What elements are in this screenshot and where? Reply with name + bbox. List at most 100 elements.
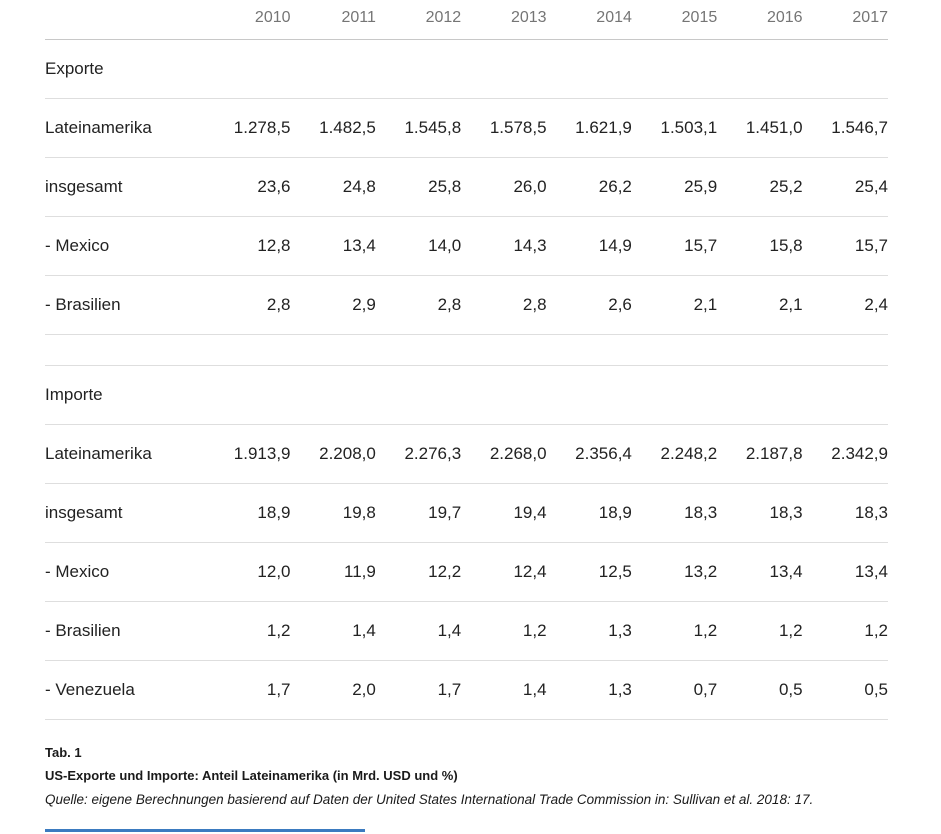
value-cell: 13,4 (802, 542, 888, 602)
table-row: - Venezuela 1,7 2,0 1,7 1,4 1,3 0,7 0,5 … (45, 660, 888, 720)
table-row: - Mexico 12,8 13,4 14,0 14,3 14,9 15,7 1… (45, 216, 888, 276)
value-cell: 2,6 (546, 275, 632, 335)
value-cell: 2,0 (290, 660, 376, 720)
row-label: - Brasilien (45, 601, 206, 661)
year-header: 2010 (205, 0, 291, 40)
table-caption: Tab. 1 US-Exporte und Importe: Anteil La… (45, 741, 888, 812)
row-label: insgesamt (45, 157, 206, 217)
value-cell: 18,3 (717, 483, 803, 543)
year-header: 2013 (461, 0, 547, 40)
value-cell: 1,2 (461, 601, 547, 661)
row-label: - Venezuela (45, 660, 206, 720)
value-cell: 25,9 (631, 157, 718, 217)
value-cell: 2.268,0 (461, 424, 547, 484)
value-cell: 2,8 (461, 275, 547, 335)
value-cell: 1.482,5 (290, 98, 376, 158)
row-label: Lateinamerika (45, 424, 206, 484)
value-cell: 25,4 (802, 157, 888, 217)
value-cell: 2,1 (717, 275, 803, 335)
section-header-filler (205, 365, 888, 425)
value-cell: 1,4 (375, 601, 462, 661)
value-cell: 2,8 (375, 275, 462, 335)
caption-source: Quelle: eigene Berechnungen basierend au… (45, 791, 814, 807)
value-cell: 2.187,8 (717, 424, 803, 484)
value-cell: 1,4 (290, 601, 376, 661)
value-cell: 14,9 (546, 216, 632, 276)
year-header: 2017 (802, 0, 888, 40)
table-row: insgesamt 23,6 24,8 25,8 26,0 26,2 25,9 … (45, 157, 888, 217)
corner-cell (45, 0, 206, 40)
trade-data-table: 2010 2011 2012 2013 2014 2015 2016 2017 … (45, 0, 888, 720)
bottom-accent-line (45, 829, 365, 833)
value-cell: 12,4 (461, 542, 547, 602)
value-cell: 1,7 (205, 660, 291, 720)
value-cell: 15,7 (802, 216, 888, 276)
value-cell: 25,2 (717, 157, 803, 217)
value-cell: 2.276,3 (375, 424, 462, 484)
value-cell: 1,3 (546, 601, 632, 661)
section-header-filler (205, 39, 888, 99)
caption-title: US-Exporte und Importe: Anteil Lateiname… (45, 768, 458, 784)
value-cell: 19,8 (290, 483, 376, 543)
value-cell: 18,9 (546, 483, 632, 543)
value-cell: 19,7 (375, 483, 462, 543)
value-cell: 0,5 (717, 660, 803, 720)
value-cell: 2,4 (802, 275, 888, 335)
year-header: 2012 (375, 0, 462, 40)
value-cell: 2,9 (290, 275, 376, 335)
value-cell: 2.208,0 (290, 424, 376, 484)
value-cell: 0,5 (802, 660, 888, 720)
value-cell: 13,4 (290, 216, 376, 276)
table-row: - Mexico 12,0 11,9 12,2 12,4 12,5 13,2 1… (45, 542, 888, 602)
value-cell: 25,8 (375, 157, 462, 217)
value-cell: 1,2 (802, 601, 888, 661)
value-cell: 1.546,7 (802, 98, 888, 158)
value-cell: 26,2 (546, 157, 632, 217)
value-cell: 1.545,8 (375, 98, 462, 158)
value-cell: 18,9 (205, 483, 291, 543)
row-label: Lateinamerika (45, 98, 206, 158)
value-cell: 15,7 (631, 216, 718, 276)
row-label: insgesamt (45, 483, 206, 543)
value-cell: 12,8 (205, 216, 291, 276)
table-row: Lateinamerika 1.278,5 1.482,5 1.545,8 1.… (45, 98, 888, 158)
section-spacer (45, 334, 888, 366)
value-cell: 18,3 (631, 483, 718, 543)
value-cell: 1.913,9 (205, 424, 291, 484)
value-cell: 13,4 (717, 542, 803, 602)
value-cell: 14,0 (375, 216, 462, 276)
value-cell: 12,5 (546, 542, 632, 602)
year-header: 2016 (717, 0, 803, 40)
value-cell: 2.356,4 (546, 424, 632, 484)
value-cell: 1,7 (375, 660, 462, 720)
table-row: insgesamt 18,9 19,8 19,7 19,4 18,9 18,3 … (45, 483, 888, 543)
section-title: Importe (45, 365, 206, 425)
row-label: - Mexico (45, 542, 206, 602)
value-cell: 12,0 (205, 542, 291, 602)
value-cell: 13,2 (631, 542, 718, 602)
value-cell: 1.621,9 (546, 98, 632, 158)
value-cell: 1.578,5 (461, 98, 547, 158)
value-cell: 1,4 (461, 660, 547, 720)
section-header-exporte: Exporte (45, 39, 888, 99)
value-cell: 11,9 (290, 542, 376, 602)
value-cell: 18,3 (802, 483, 888, 543)
value-cell: 1,2 (205, 601, 291, 661)
year-header: 2015 (631, 0, 718, 40)
value-cell: 1.503,1 (631, 98, 718, 158)
value-cell: 1,2 (631, 601, 718, 661)
row-label: - Brasilien (45, 275, 206, 335)
value-cell: 19,4 (461, 483, 547, 543)
value-cell: 0,7 (631, 660, 718, 720)
row-label: - Mexico (45, 216, 206, 276)
year-header-row: 2010 2011 2012 2013 2014 2015 2016 2017 (45, 0, 888, 40)
section-header-importe: Importe (45, 365, 888, 425)
year-header: 2014 (546, 0, 632, 40)
value-cell: 1,2 (717, 601, 803, 661)
value-cell: 12,2 (375, 542, 462, 602)
value-cell: 1,3 (546, 660, 632, 720)
value-cell: 23,6 (205, 157, 291, 217)
value-cell: 15,8 (717, 216, 803, 276)
section-title: Exporte (45, 39, 206, 99)
